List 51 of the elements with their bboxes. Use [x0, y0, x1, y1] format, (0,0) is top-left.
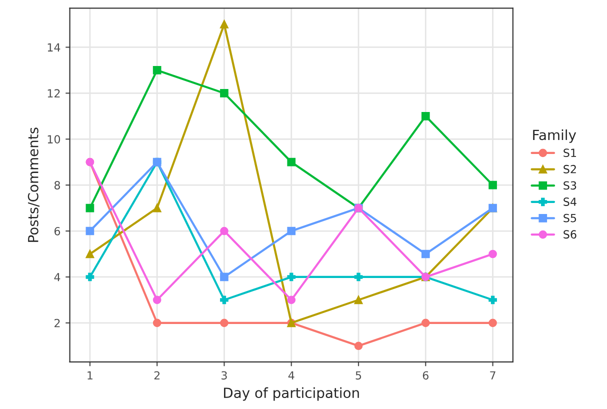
point	[287, 296, 296, 304]
legend-label: S4	[564, 198, 576, 206]
point	[220, 20, 228, 28]
x-tick-label: 7	[490, 371, 496, 380]
y-tick-label: 4	[54, 273, 60, 282]
legend-label: S6	[564, 230, 576, 239]
point	[488, 296, 497, 304]
x-axis-title: Day of participation	[224, 387, 359, 401]
point	[220, 89, 228, 98]
point	[354, 296, 363, 304]
point	[152, 204, 162, 212]
point	[152, 318, 162, 328]
point	[287, 272, 296, 282]
point	[488, 180, 497, 190]
point	[287, 158, 296, 166]
legend-label: S3	[564, 181, 576, 190]
point	[86, 226, 94, 236]
point	[220, 226, 228, 236]
point	[287, 226, 296, 236]
legend-title: Family	[533, 129, 576, 143]
x-tick-label: 4	[288, 371, 294, 380]
y-tick-label: 8	[54, 181, 60, 190]
y-tick-label: 2	[54, 318, 60, 328]
legend-label: S5	[564, 214, 576, 222]
point	[152, 296, 162, 304]
point	[220, 296, 228, 304]
point	[354, 272, 363, 282]
legend-label: S2	[564, 164, 576, 174]
y-tick-label: 14	[48, 43, 60, 52]
y-tick-label: 10	[48, 135, 60, 144]
x-tick-label: 1	[88, 371, 92, 380]
y-axis-title: Posts/Comments	[28, 128, 40, 242]
point	[86, 250, 94, 258]
point	[220, 272, 228, 282]
point	[488, 250, 497, 258]
point	[421, 250, 430, 258]
point	[488, 318, 497, 328]
x-tick-label: 3	[222, 371, 227, 380]
point	[421, 112, 430, 120]
point	[354, 342, 363, 350]
y-tick-label: 6	[54, 226, 60, 236]
point	[220, 318, 228, 328]
x-tick-label: 2	[154, 371, 160, 380]
y-tick-label: 12	[48, 89, 60, 98]
point	[86, 272, 94, 282]
legend-label: S1	[564, 148, 576, 158]
point	[152, 66, 162, 74]
point	[421, 318, 430, 328]
x-tick-label: 6	[422, 371, 428, 380]
point	[86, 204, 94, 212]
x-tick-label: 5	[356, 371, 362, 380]
